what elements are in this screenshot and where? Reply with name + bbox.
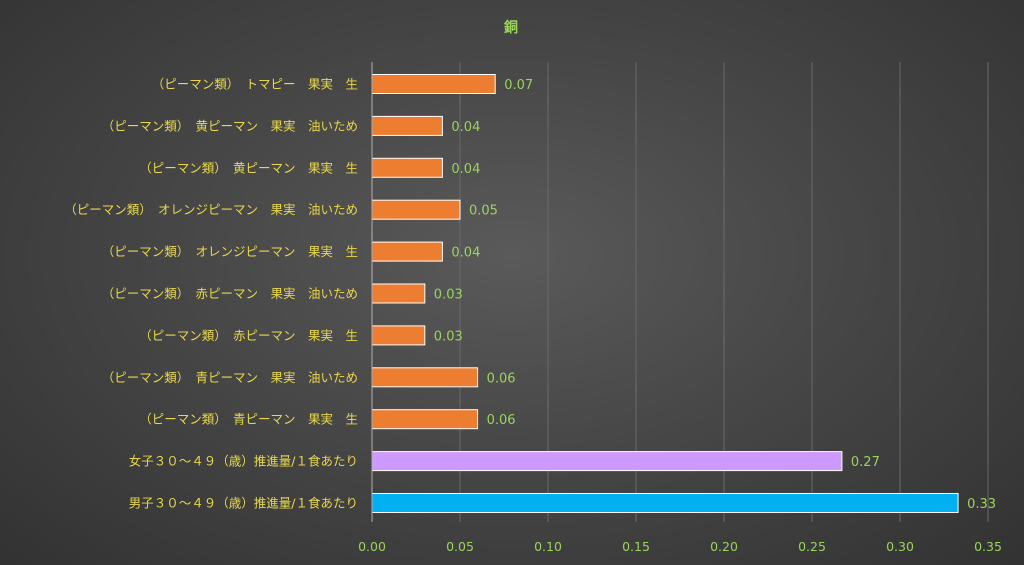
x-tick-label-1: 0.05 xyxy=(446,539,474,554)
bar-2 xyxy=(371,157,443,178)
labels: 0.00 0.05 0.10 0.15 0.20 0.25 0.30 0.35 （ピーマン類） … xyxy=(64,77,1002,555)
bar-5 xyxy=(371,283,426,304)
value-label-3: 0.05 xyxy=(469,204,498,219)
category-label-0: （ピーマン類） トマピー 果実 生 xyxy=(152,77,358,92)
category-label-5: （ピーマン類） 赤ピーマン 果実 油いため xyxy=(102,286,358,301)
value-label-1: 0.04 xyxy=(451,120,480,135)
value-label-4: 0.04 xyxy=(451,246,480,261)
bar-3 xyxy=(371,199,461,220)
category-label-3: （ピーマン類） オレンジピーマン 果実 油いため xyxy=(64,202,358,217)
value-label-8: 0.06 xyxy=(487,413,516,428)
category-label-6: （ピーマン類） 赤ピーマン 果実 生 xyxy=(139,328,358,343)
category-label-1: （ピーマン類） 黄ピーマン 果実 油いため xyxy=(102,118,358,133)
value-label-5: 0.03 xyxy=(434,288,463,303)
value-label-9: 0.27 xyxy=(851,455,880,470)
x-tick-label-3: 0.15 xyxy=(622,539,650,554)
x-tick-label-4: 0.20 xyxy=(710,539,738,554)
value-label-7: 0.06 xyxy=(487,371,516,386)
category-label-4: （ピーマン類） オレンジピーマン 果実 生 xyxy=(102,244,358,259)
bar-6 xyxy=(371,325,426,346)
x-tick-label-0: 0.00 xyxy=(358,539,386,554)
chart-title: 銅 xyxy=(504,19,518,36)
gridlines xyxy=(459,62,989,522)
x-tick-label-7: 0.35 xyxy=(974,539,1002,554)
value-label-0: 0.07 xyxy=(504,78,533,93)
bar-10 xyxy=(371,493,959,513)
category-label-10: 男子３０～４９（歳）推進量/１食あたり xyxy=(129,496,358,511)
category-label-8: （ピーマン類） 青ピーマン 果実 生 xyxy=(139,412,358,427)
bar-4 xyxy=(371,241,443,262)
bar-7 xyxy=(371,367,479,388)
x-tick-label-6: 0.30 xyxy=(886,539,914,554)
category-label-2: （ピーマン類） 黄ピーマン 果実 生 xyxy=(139,160,358,175)
value-label-10: 0.33 xyxy=(967,497,996,512)
bar-1 xyxy=(371,115,443,136)
value-label-6: 0.03 xyxy=(434,329,463,344)
x-tick-label-2: 0.10 xyxy=(534,539,562,554)
bar-9 xyxy=(371,451,843,472)
bar-8 xyxy=(371,409,479,430)
category-label-7: （ピーマン類） 青ピーマン 果実 油いため xyxy=(102,370,358,385)
category-label-9: 女子３０～４９（歳）推進量/１食あたり xyxy=(129,454,358,469)
bar-0 xyxy=(371,74,496,94)
value-label-2: 0.04 xyxy=(451,162,480,177)
x-tick-label-5: 0.25 xyxy=(798,539,826,554)
